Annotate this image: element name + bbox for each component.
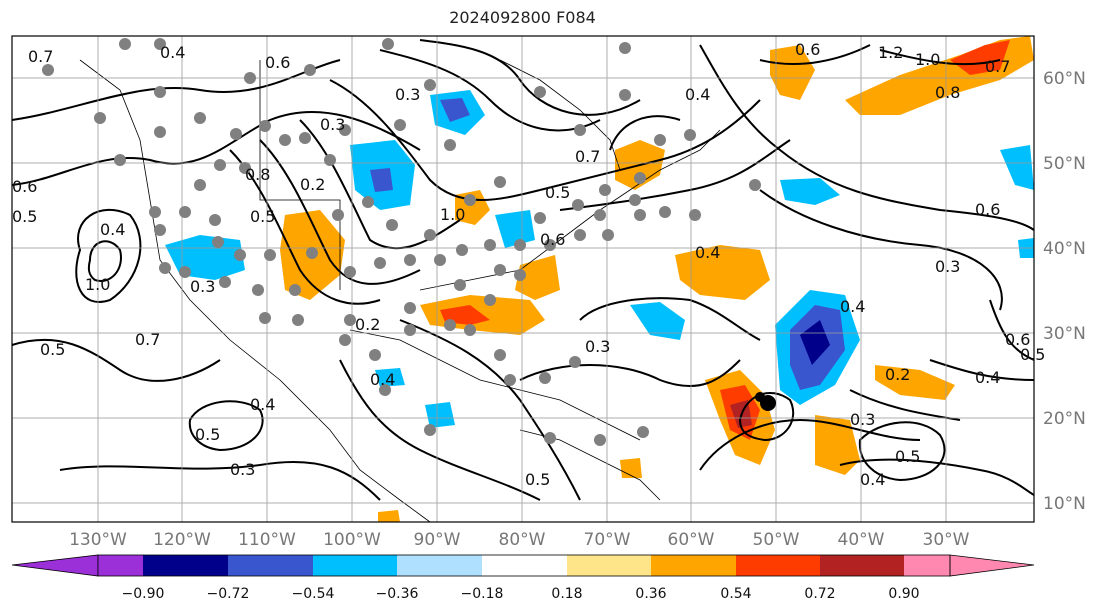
contour-label: 0.6 xyxy=(12,177,37,196)
colorbar-segment xyxy=(98,555,143,576)
longitude-label: 130°W xyxy=(69,530,127,550)
contour-label-group: 0.7 0.4 0.6 0.6 0.5 0.5 0.4 0.3 0.2 0.5 … xyxy=(12,40,1045,489)
contour-label: 0.7 xyxy=(28,47,53,66)
contour-label: 0.6 xyxy=(1005,330,1030,349)
contour-label: 0.2 xyxy=(355,315,380,334)
contour-label: 0.5 xyxy=(1020,345,1045,364)
contour-label: 0.4 xyxy=(160,43,185,62)
colorbar-segment xyxy=(228,555,313,576)
colorbar-segment xyxy=(820,555,904,576)
contour-label: 1.0 xyxy=(85,275,110,294)
contour-label: 0.5 xyxy=(545,183,570,202)
longitude-label: 100°W xyxy=(323,530,381,550)
contour-label: 0.4 xyxy=(695,243,720,262)
latitude-label: 50°N xyxy=(1043,154,1086,174)
contour-label: 0.7 xyxy=(135,330,160,349)
chart-title: 2024092800 F084 xyxy=(449,8,596,27)
colorbar-tick-label: −0.54 xyxy=(292,586,335,602)
latitude-label: 20°N xyxy=(1043,409,1086,429)
colorbar-tick-label: −0.36 xyxy=(376,586,419,602)
contour-label: 0.3 xyxy=(190,277,215,296)
colorbar-frame xyxy=(97,554,951,577)
colorbar-tick-label: 0.90 xyxy=(888,586,919,602)
latitude-label: 60°N xyxy=(1043,69,1086,89)
latitude-label: 10°N xyxy=(1043,494,1086,514)
contour-label: 0.5 xyxy=(895,447,920,466)
contour-label: 0.3 xyxy=(320,115,345,134)
contour-label: 0.6 xyxy=(975,200,1000,219)
longitude-label: 90°W xyxy=(414,530,461,550)
colorbar-tick-label: −0.90 xyxy=(122,586,165,602)
contour-label: 0.5 xyxy=(525,470,550,489)
longitude-label: 40°W xyxy=(838,530,885,550)
contour-label: 0.7 xyxy=(985,57,1010,76)
colorbar-arrow-low xyxy=(11,554,99,577)
longitude-axis: 130°W 120°W 110°W 100°W 90°W 80°W 70°W 6… xyxy=(69,530,970,550)
contour-label: 0.4 xyxy=(370,370,395,389)
contour-label: 0.4 xyxy=(685,85,710,104)
contour-label: 0.7 xyxy=(575,147,600,166)
contour-label: 0.3 xyxy=(585,337,610,356)
colorbar-tick-label: 0.72 xyxy=(804,586,835,602)
longitude-label: 60°W xyxy=(668,530,715,550)
contour-label: 0.5 xyxy=(250,207,275,226)
contour-label: 0.6 xyxy=(540,230,565,249)
longitude-label: 50°W xyxy=(753,530,800,550)
colorbar: −0.90 −0.72 −0.54 −0.36 −0.18 0.18 0.36 … xyxy=(11,554,1035,602)
map-frame xyxy=(11,35,1035,523)
storm-markers xyxy=(755,392,776,411)
positive-anomaly-shading xyxy=(280,36,1034,522)
contour-label: 1.0 xyxy=(915,50,940,69)
longitude-label: 120°W xyxy=(153,530,211,550)
latitude-label: 30°N xyxy=(1043,324,1086,344)
contour-label: 0.4 xyxy=(860,470,885,489)
contour-label: 0.5 xyxy=(12,207,37,226)
colorbar-arrow-high xyxy=(949,554,1035,577)
colorbar-segment xyxy=(397,555,482,576)
longitude-label: 70°W xyxy=(584,530,631,550)
contour-label: 0.5 xyxy=(195,425,220,444)
storm-center-marker xyxy=(755,392,765,402)
contour-lines xyxy=(11,39,1035,501)
latitude-axis: 60°N 50°N 40°N 30°N 20°N 10°N xyxy=(1043,69,1086,514)
contour-label: 1.2 xyxy=(878,43,903,62)
colorbar-tick-label: 0.54 xyxy=(720,586,751,602)
colorbar-segment xyxy=(313,555,397,576)
colorbar-segment xyxy=(904,555,950,576)
contour-label: 0.3 xyxy=(935,257,960,276)
colorbar-segment xyxy=(143,555,228,576)
contour-label: 0.6 xyxy=(265,53,290,72)
colorbar-segment xyxy=(567,555,651,576)
colorbar-tick-label: −0.72 xyxy=(207,586,250,602)
longitude-label: 110°W xyxy=(238,530,296,550)
contour-label: 0.4 xyxy=(250,395,275,414)
contour-label: 0.4 xyxy=(840,297,865,316)
contour-label: 0.5 xyxy=(40,340,65,359)
negative-anomaly-shading xyxy=(165,90,1034,428)
colorbar-tick-label: 0.18 xyxy=(551,586,582,602)
contour-label: 0.8 xyxy=(935,83,960,102)
colorbar-tick-label: −0.18 xyxy=(461,586,504,602)
contour-label: 0.2 xyxy=(300,175,325,194)
latitude-label: 40°N xyxy=(1043,239,1086,259)
contour-label: 0.3 xyxy=(230,460,255,479)
contour-label: 0.3 xyxy=(850,410,875,429)
contour-label: 0.6 xyxy=(795,40,820,59)
contour-label: 0.3 xyxy=(395,85,420,104)
longitude-label: 30°W xyxy=(923,530,970,550)
contour-label: 0.4 xyxy=(975,368,1000,387)
longitude-label: 80°W xyxy=(499,530,546,550)
colorbar-tick-label: 0.36 xyxy=(635,586,666,602)
colorbar-segment xyxy=(482,555,567,576)
contour-label: 1.0 xyxy=(440,205,465,224)
contour-label: 0.4 xyxy=(100,220,125,239)
colorbar-segment xyxy=(736,555,820,576)
observation-dots xyxy=(42,38,761,446)
contour-label: 0.8 xyxy=(245,165,270,184)
contour-label: 0.2 xyxy=(885,365,910,384)
colorbar-segment xyxy=(651,555,736,576)
